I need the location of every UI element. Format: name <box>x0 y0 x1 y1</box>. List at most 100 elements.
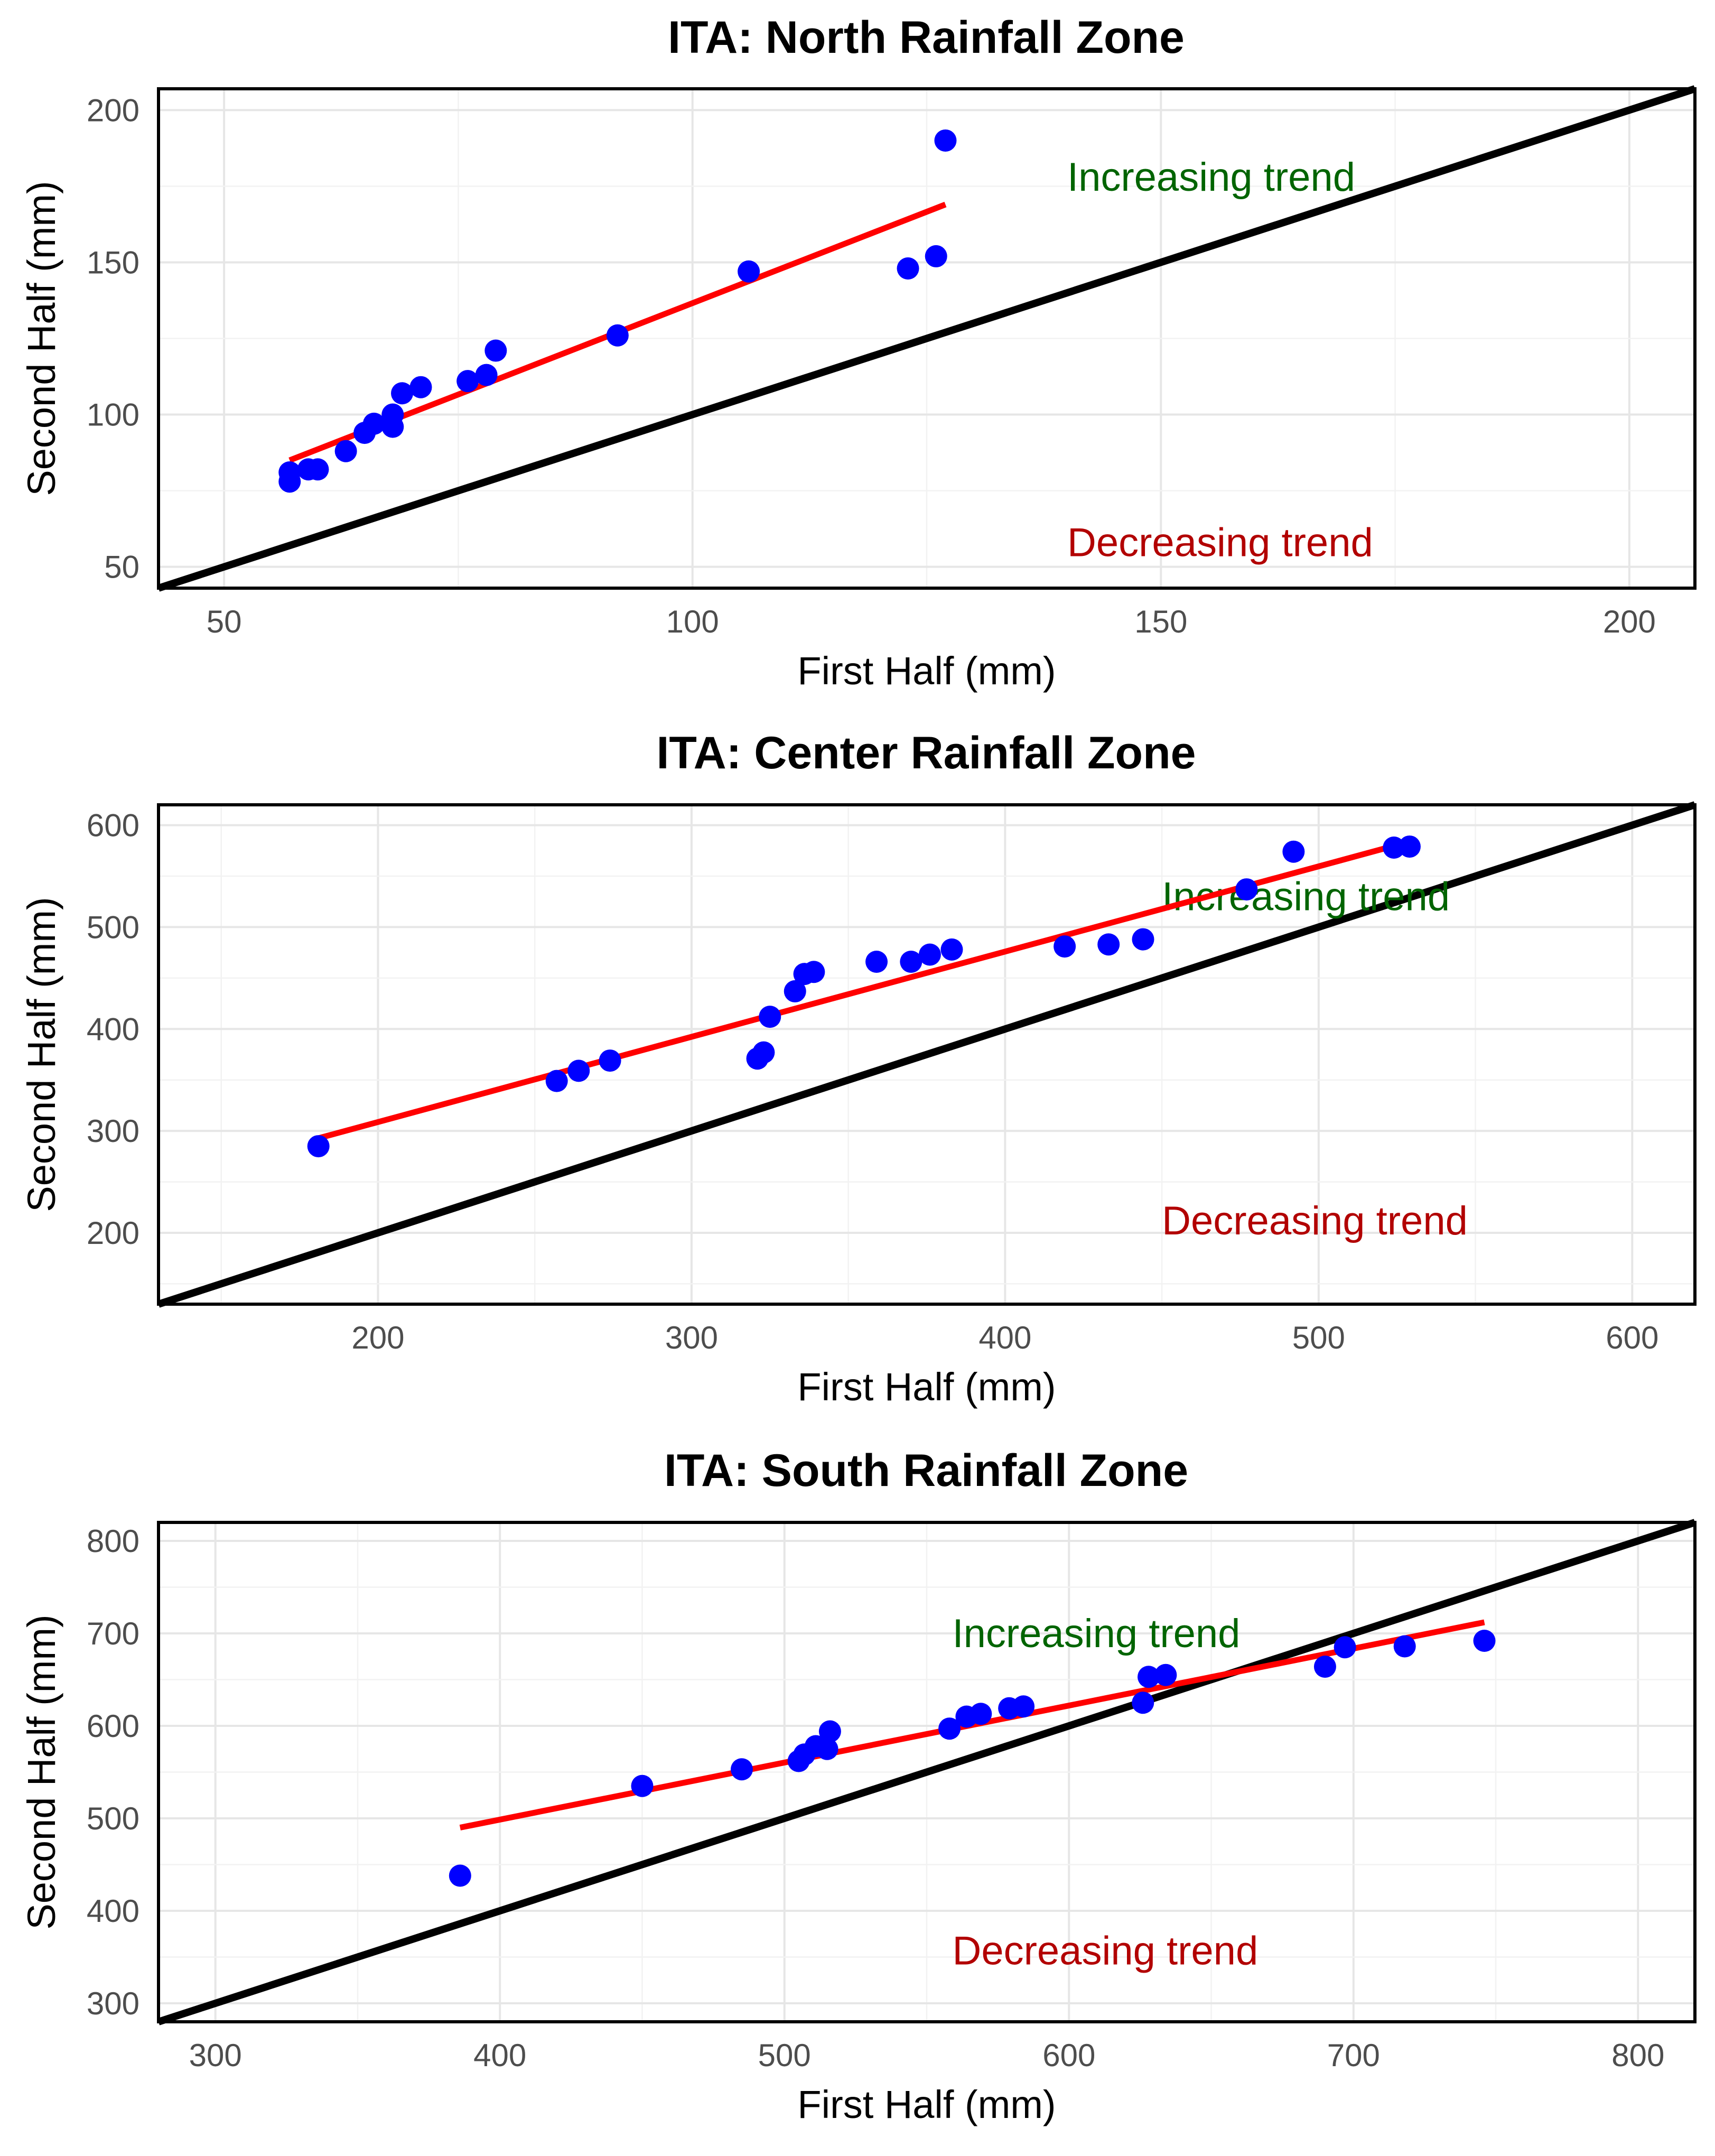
data-point <box>918 943 941 966</box>
data-point <box>1473 1630 1496 1652</box>
data-point <box>381 403 404 426</box>
decreasing-trend-label: Decreasing trend <box>1162 1198 1468 1243</box>
plot-border <box>157 87 1697 590</box>
points <box>307 835 1421 1158</box>
annotations: Increasing trend Decreasing trend <box>952 1611 1258 1973</box>
x-tick-label: 100 <box>666 604 719 639</box>
data-point <box>567 1060 590 1082</box>
data-point <box>1235 878 1258 901</box>
data-point <box>475 364 498 386</box>
grid <box>159 805 1695 1304</box>
y-tick-label: 500 <box>87 909 139 945</box>
data-point <box>1383 837 1405 859</box>
data-point <box>1334 1636 1356 1659</box>
data-point <box>307 1135 330 1158</box>
points <box>278 129 957 493</box>
panel-title: ITA: Center Rainfall Zone <box>657 728 1196 778</box>
panel-north: ITA: North Rainfall Zone Increasing tren… <box>20 12 1697 693</box>
reference-line-1-1 <box>157 801 1697 1308</box>
data-point <box>334 440 357 462</box>
panel-south: ITA: South Rainfall Zone Increasing tren… <box>20 1445 1697 2126</box>
plot-frame <box>157 803 1697 1306</box>
x-tick-labels: 200 300 400 500 600 <box>351 1320 1658 1355</box>
reference-line-1-1 <box>157 1519 1697 2025</box>
x-axis-label: First Half (mm) <box>797 1365 1056 1409</box>
y-tick-label: 400 <box>87 1011 139 1047</box>
data-point <box>449 1864 471 1887</box>
y-axis-label: Second Half (mm) <box>20 897 63 1212</box>
x-tick-label: 500 <box>1292 1320 1345 1355</box>
reference-line-group <box>157 85 1697 592</box>
x-tick-labels: 50 100 150 200 <box>207 604 1656 639</box>
data-point <box>456 370 479 393</box>
data-point <box>606 324 629 347</box>
data-point <box>631 1774 654 1797</box>
data-point <box>818 1720 841 1743</box>
data-point <box>1313 1656 1336 1678</box>
panel-title: ITA: North Rainfall Zone <box>668 12 1185 63</box>
decreasing-trend-label: Decreasing trend <box>1067 521 1373 565</box>
x-tick-label: 200 <box>351 1320 404 1355</box>
data-point <box>1282 840 1305 863</box>
y-tick-label: 200 <box>87 92 139 128</box>
annotations: Increasing trend Decreasing trend <box>1162 875 1468 1243</box>
plot-frame <box>157 87 1697 590</box>
data-point <box>1132 928 1154 951</box>
y-tick-label: 500 <box>87 1801 139 1836</box>
data-point <box>306 458 329 481</box>
grid <box>159 1522 1695 2022</box>
y-tick-labels: 50 100 150 200 <box>87 92 139 584</box>
x-tick-label: 200 <box>1603 604 1656 639</box>
y-tick-label: 600 <box>87 1708 139 1744</box>
x-tick-label: 300 <box>189 2038 242 2073</box>
x-tick-label: 50 <box>207 604 242 639</box>
data-point <box>759 1006 781 1028</box>
y-tick-label: 600 <box>87 808 139 843</box>
data-point <box>484 339 507 362</box>
decreasing-trend-label: Decreasing trend <box>952 1928 1258 1973</box>
data-point <box>1154 1664 1177 1686</box>
x-tick-label: 600 <box>1606 1320 1658 1355</box>
y-tick-labels: 300 400 500 600 700 800 <box>87 1523 139 2021</box>
points <box>449 1630 1496 1887</box>
data-point <box>362 412 385 435</box>
x-tick-label: 700 <box>1327 2038 1380 2073</box>
reference-line-group <box>157 1519 1697 2025</box>
data-point <box>1138 1666 1160 1688</box>
x-tick-label: 300 <box>665 1320 718 1355</box>
x-axis-label: First Half (mm) <box>797 649 1056 693</box>
reference-line-group <box>157 801 1697 1308</box>
x-tick-labels: 300 400 500 600 700 800 <box>189 2038 1665 2073</box>
data-point <box>1398 835 1421 858</box>
data-point <box>900 951 922 973</box>
x-axis-label: First Half (mm) <box>797 2083 1056 2126</box>
data-point <box>738 260 760 283</box>
data-point <box>940 938 963 961</box>
data-point <box>803 961 825 983</box>
data-point <box>938 1717 961 1740</box>
data-point <box>1012 1695 1035 1718</box>
y-tick-labels: 200 300 400 500 600 <box>87 808 139 1251</box>
x-tick-label: 800 <box>1611 2038 1664 2073</box>
data-point <box>1393 1635 1416 1658</box>
data-point <box>730 1758 753 1781</box>
data-point <box>391 382 414 405</box>
x-tick-label: 150 <box>1134 604 1187 639</box>
y-tick-label: 50 <box>104 550 139 585</box>
plot-border <box>157 1521 1697 2023</box>
x-tick-label: 600 <box>1042 2038 1095 2073</box>
x-tick-label: 500 <box>758 2038 811 2073</box>
data-point <box>934 129 957 152</box>
data-point <box>1054 935 1076 958</box>
data-point <box>1097 933 1120 956</box>
data-point <box>752 1041 775 1064</box>
data-point <box>409 376 432 398</box>
y-tick-label: 300 <box>87 1113 139 1149</box>
y-axis-label: Second Half (mm) <box>20 1614 63 1929</box>
fit-line-group <box>314 840 1408 1142</box>
data-point <box>897 257 919 280</box>
data-point <box>278 470 301 493</box>
trend-fit-line <box>314 840 1408 1142</box>
y-tick-label: 100 <box>87 397 139 433</box>
